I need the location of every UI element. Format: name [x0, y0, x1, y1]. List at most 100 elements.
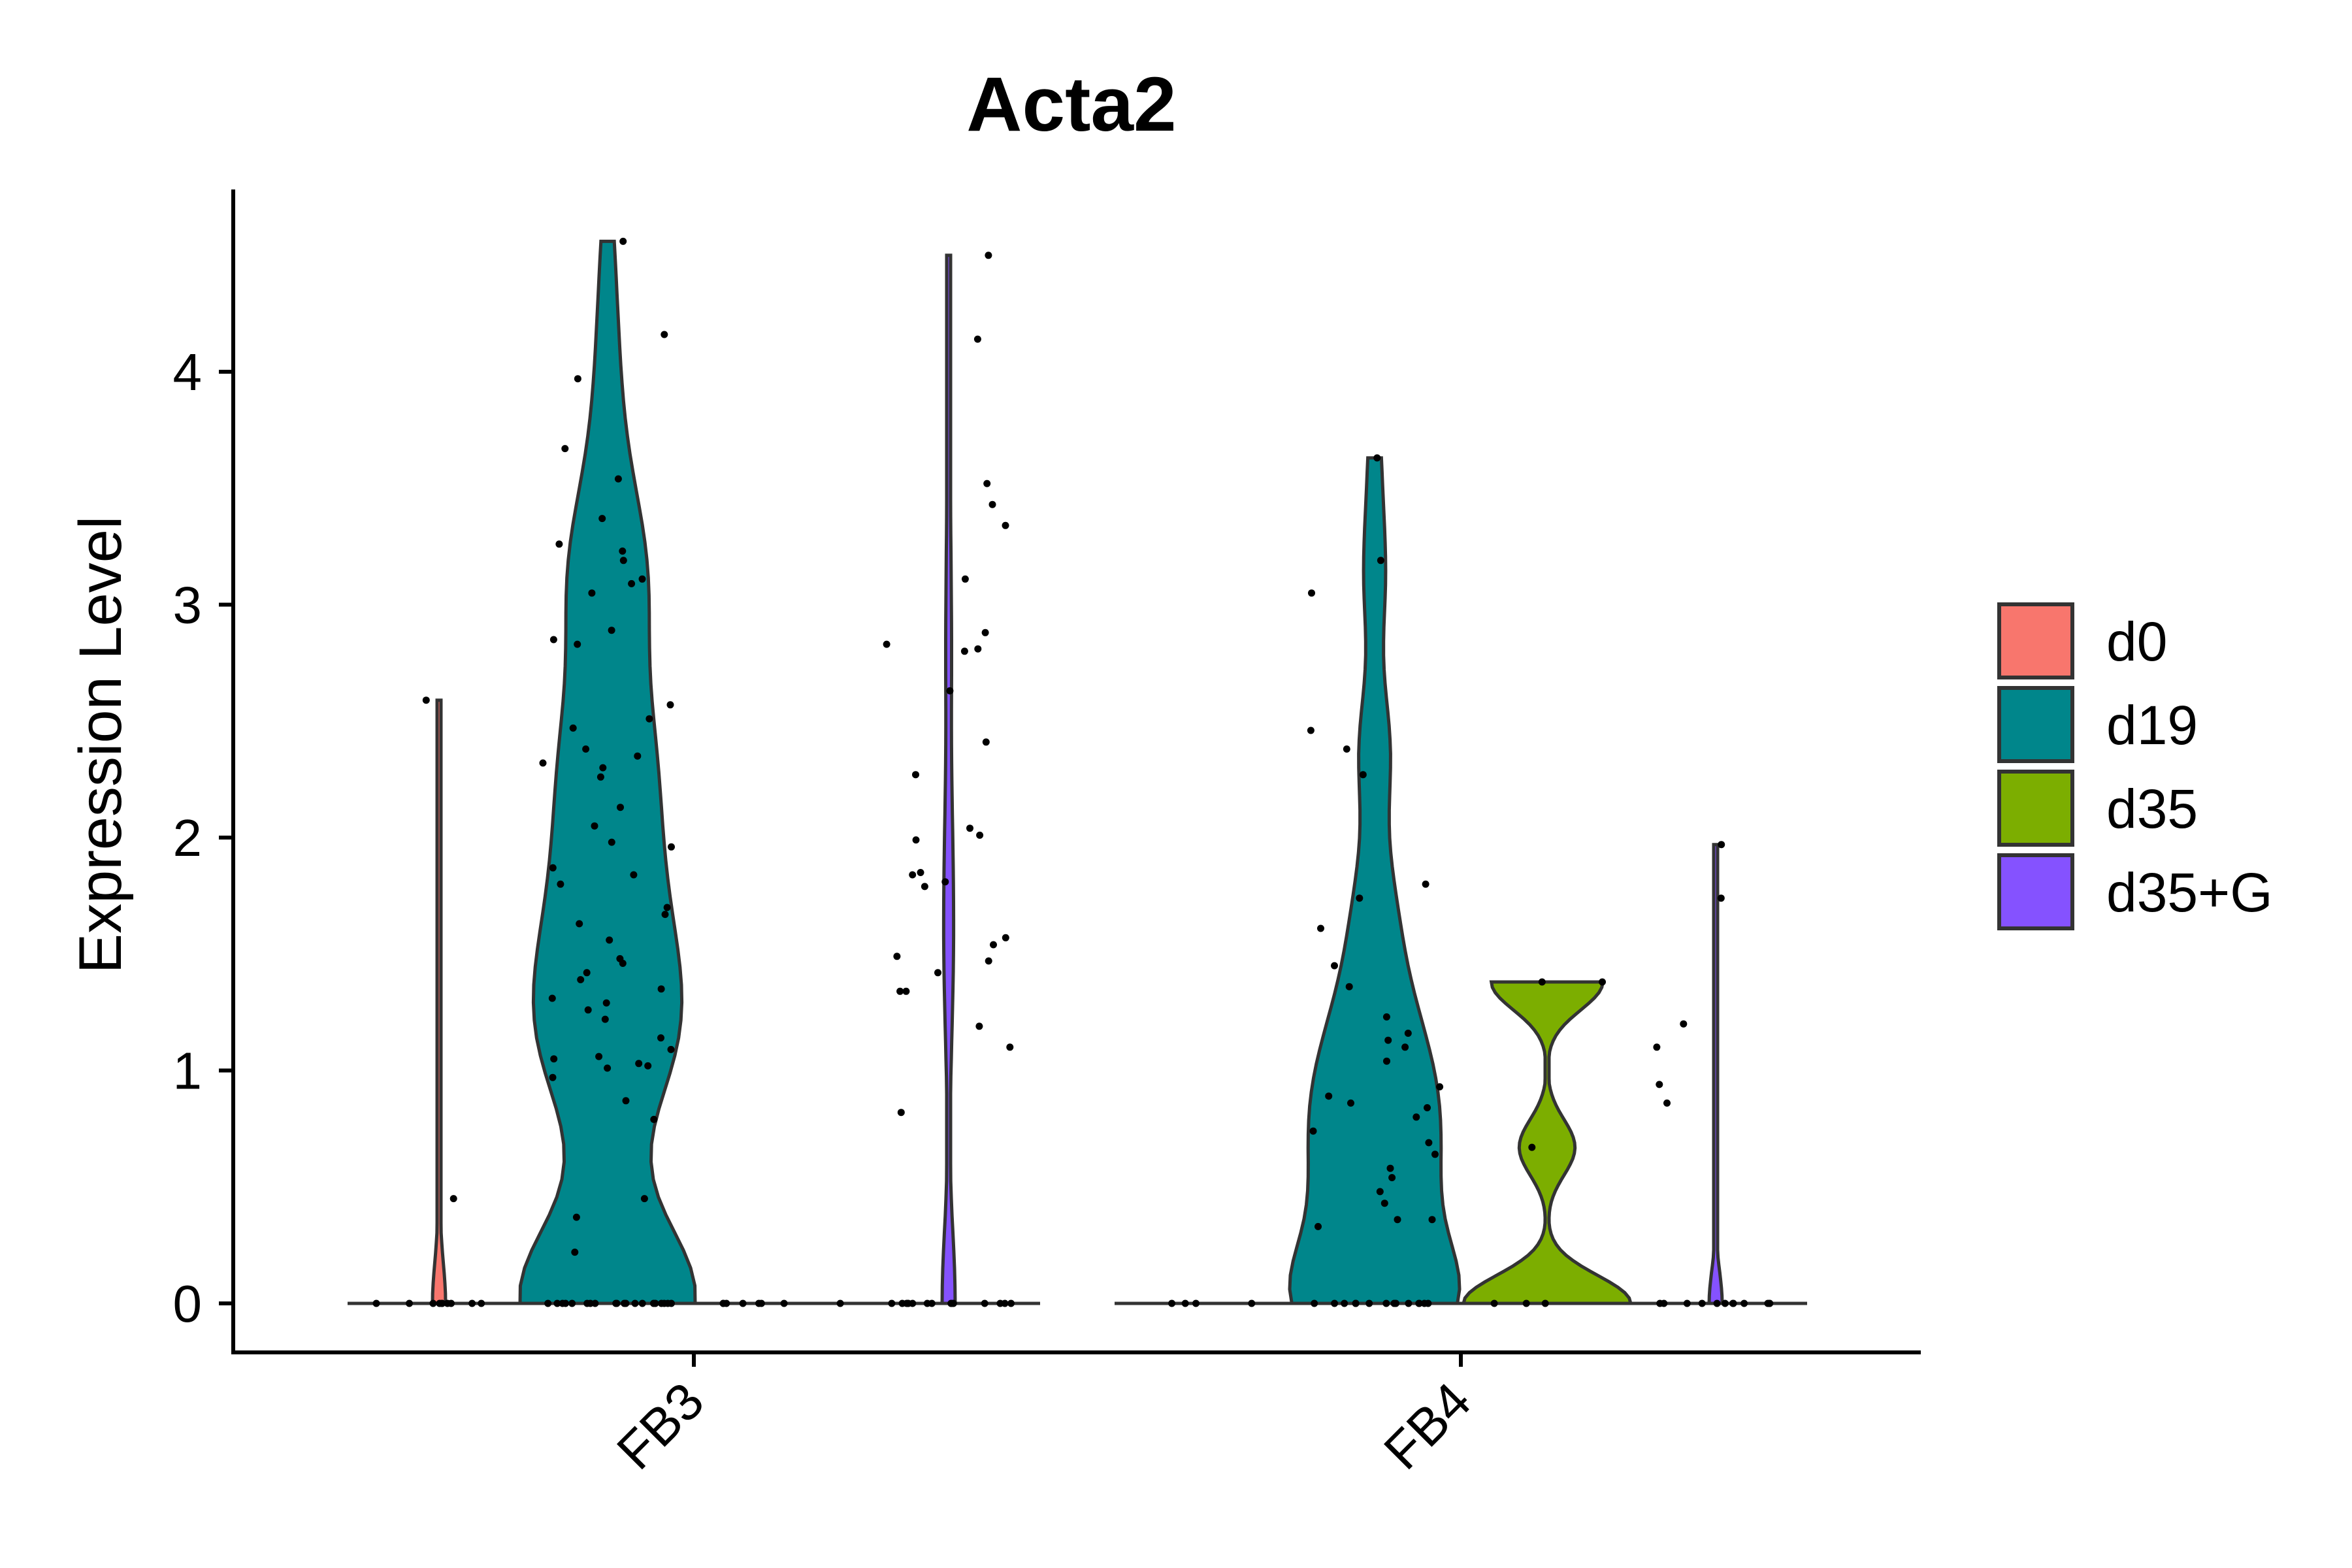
violin-d0-FB3	[431, 698, 448, 1305]
data-point	[650, 1115, 658, 1123]
data-point	[553, 1299, 561, 1307]
data-point	[1380, 1200, 1388, 1207]
data-point	[982, 738, 990, 746]
data-point	[1309, 1127, 1317, 1135]
data-point	[1006, 1043, 1014, 1051]
data-point	[1528, 1143, 1536, 1151]
data-point	[608, 627, 615, 634]
data-point	[574, 640, 581, 648]
data-point	[1388, 1174, 1396, 1181]
data-point	[976, 831, 984, 839]
data-point	[666, 701, 674, 709]
data-point	[896, 987, 904, 995]
data-point	[960, 647, 968, 655]
data-point	[946, 687, 954, 694]
data-point	[897, 1109, 905, 1117]
data-point	[616, 955, 624, 962]
data-point	[1373, 454, 1381, 462]
data-point	[576, 920, 583, 928]
data-point	[974, 645, 982, 653]
data-point	[1356, 894, 1364, 902]
y-tick-label: 4	[173, 343, 203, 401]
data-point	[549, 636, 557, 644]
legend-label: d35+G	[2106, 862, 2273, 923]
data-point	[595, 1053, 603, 1060]
data-point	[1383, 1057, 1390, 1065]
data-point	[1718, 841, 1725, 849]
data-point	[898, 1299, 906, 1307]
data-point	[1415, 1299, 1423, 1307]
data-point	[941, 878, 949, 886]
violin-d19-FB3	[518, 239, 697, 1305]
data-point	[449, 1195, 457, 1203]
legend-swatch-d35	[1997, 770, 2074, 847]
data-point	[1007, 1299, 1015, 1307]
data-point	[1653, 1043, 1661, 1051]
data-point	[622, 1097, 630, 1105]
data-point	[1490, 1299, 1498, 1307]
data-point	[1382, 1013, 1390, 1021]
data-point	[644, 1062, 652, 1070]
legend-swatch-d19	[1997, 686, 2074, 763]
data-point	[544, 1299, 552, 1307]
data-point	[372, 1299, 380, 1307]
y-axis-title: Expression Level	[67, 516, 134, 974]
legend-label: d35	[2106, 778, 2198, 840]
data-point	[1656, 1299, 1664, 1307]
data-point	[739, 1299, 747, 1307]
data-point	[1168, 1299, 1176, 1307]
data-point	[429, 1299, 437, 1307]
violin-d35-FB4	[1461, 980, 1633, 1305]
legend-swatch-d35+G	[1997, 853, 2074, 930]
data-point	[1425, 1139, 1433, 1147]
data-point	[934, 969, 941, 977]
data-point	[598, 515, 606, 523]
data-point	[406, 1299, 413, 1307]
data-point	[608, 838, 615, 846]
data-point	[1721, 1299, 1729, 1307]
data-point	[1683, 1299, 1691, 1307]
data-point	[981, 629, 989, 636]
y-tick-label: 2	[173, 809, 203, 867]
data-point	[985, 252, 992, 259]
violin-d19-FB4	[1288, 456, 1462, 1305]
data-point	[555, 540, 563, 548]
data-point	[1740, 1299, 1748, 1307]
data-point	[966, 825, 973, 832]
data-point	[1729, 1299, 1737, 1307]
data-point	[1656, 1081, 1663, 1088]
data-point	[883, 640, 890, 648]
data-point	[1317, 924, 1324, 932]
data-point	[628, 580, 636, 587]
data-point	[893, 953, 901, 960]
data-point	[661, 331, 668, 338]
data-point	[577, 976, 585, 983]
data-point	[617, 804, 624, 811]
data-point	[572, 1213, 580, 1221]
y-tick-label: 1	[173, 1042, 203, 1100]
data-point	[664, 1299, 672, 1307]
data-point	[1431, 1151, 1439, 1158]
data-point	[1002, 934, 1009, 941]
data-point	[548, 994, 556, 1002]
data-point	[622, 1299, 630, 1307]
data-point	[1404, 1030, 1412, 1037]
data-point	[604, 1064, 612, 1072]
data-point	[657, 1034, 664, 1042]
data-point	[1680, 1020, 1688, 1028]
data-point	[478, 1299, 485, 1307]
data-point	[448, 1299, 455, 1307]
data-point	[949, 1299, 957, 1307]
legend-label: d0	[2106, 611, 2167, 672]
data-point	[1343, 745, 1350, 753]
data-point	[1002, 521, 1009, 529]
legend-label: d19	[2106, 694, 2198, 756]
data-point	[591, 822, 598, 830]
data-point	[1698, 1299, 1706, 1307]
data-point	[917, 869, 924, 876]
data-point	[1315, 1222, 1322, 1230]
data-point	[921, 883, 928, 890]
data-point	[1311, 1299, 1318, 1307]
data-point	[631, 1299, 639, 1307]
